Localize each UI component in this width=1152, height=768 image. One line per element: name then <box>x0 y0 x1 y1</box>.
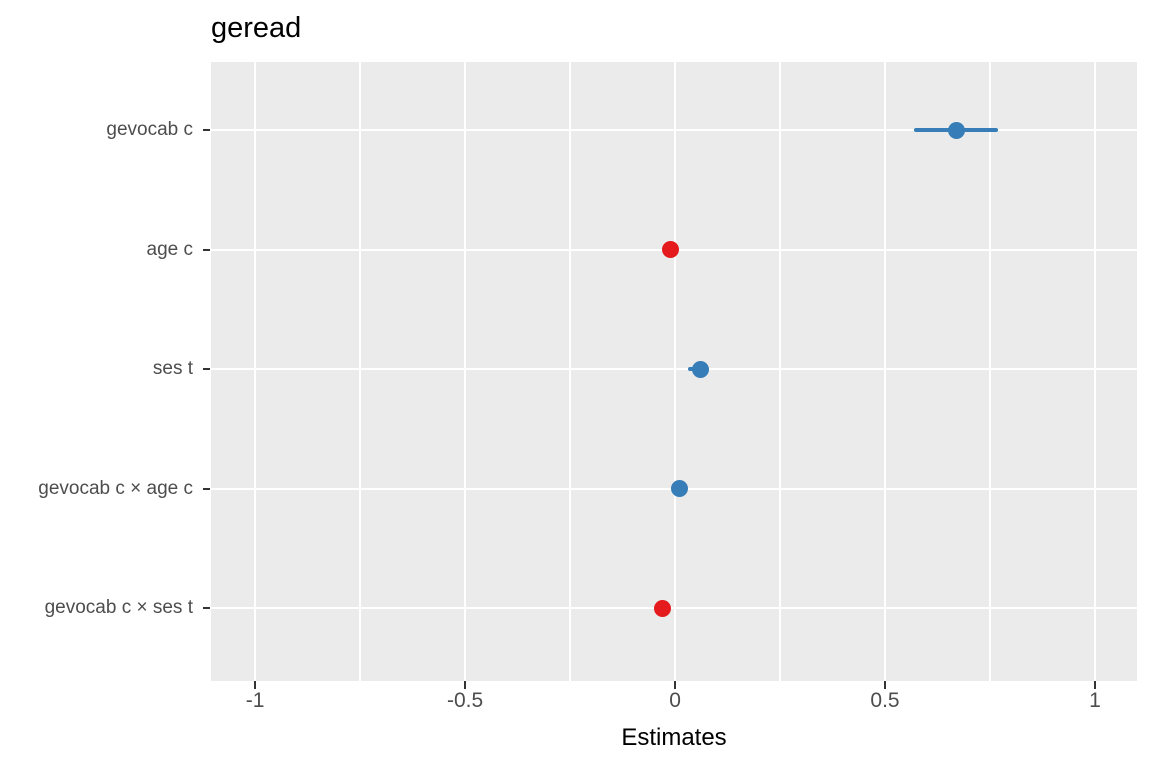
x-tick-label: 0 <box>669 689 681 712</box>
x-tick-mark <box>884 681 887 689</box>
plot-title: geread <box>211 12 302 44</box>
estimate-point <box>691 360 709 378</box>
row-gridline <box>211 368 1137 370</box>
y-axis-label: age c <box>146 238 193 260</box>
x-tick-label: 1 <box>1089 689 1101 712</box>
x-tick-label: 0.5 <box>870 689 900 712</box>
row-gridline <box>211 607 1137 609</box>
minor-gridline <box>989 62 991 681</box>
major-gridline <box>674 62 677 681</box>
x-axis-title: Estimates <box>621 724 727 751</box>
estimate-point <box>670 480 688 497</box>
minor-gridline <box>359 62 361 681</box>
x-tick-mark <box>674 681 677 689</box>
major-gridline <box>1094 62 1096 681</box>
estimate-point <box>662 241 680 258</box>
y-tick-mark <box>203 487 210 490</box>
minor-gridline <box>569 62 571 681</box>
estimate-point <box>653 599 671 617</box>
x-tick-label: -0.5 <box>446 689 484 712</box>
plot-panel <box>211 62 1137 681</box>
major-gridline <box>254 62 257 681</box>
y-tick-mark <box>203 368 210 370</box>
y-axis-label: ses t <box>152 358 193 379</box>
x-tick-mark <box>1094 681 1096 689</box>
x-tick-label: -1 <box>245 689 265 712</box>
y-axis-label: gevocab c × age c <box>38 477 193 499</box>
y-tick-mark <box>203 607 210 609</box>
major-gridline <box>464 62 467 681</box>
major-gridline <box>884 62 887 681</box>
y-tick-mark <box>203 129 210 131</box>
x-tick-mark <box>464 681 467 689</box>
estimate-point <box>947 121 965 139</box>
y-axis-label: gevocab c <box>106 119 193 140</box>
y-tick-mark <box>203 248 210 251</box>
row-gridline <box>211 129 1137 131</box>
minor-gridline <box>779 62 781 681</box>
x-tick-mark <box>254 681 257 689</box>
y-axis-label: gevocab c × ses t <box>44 597 193 618</box>
